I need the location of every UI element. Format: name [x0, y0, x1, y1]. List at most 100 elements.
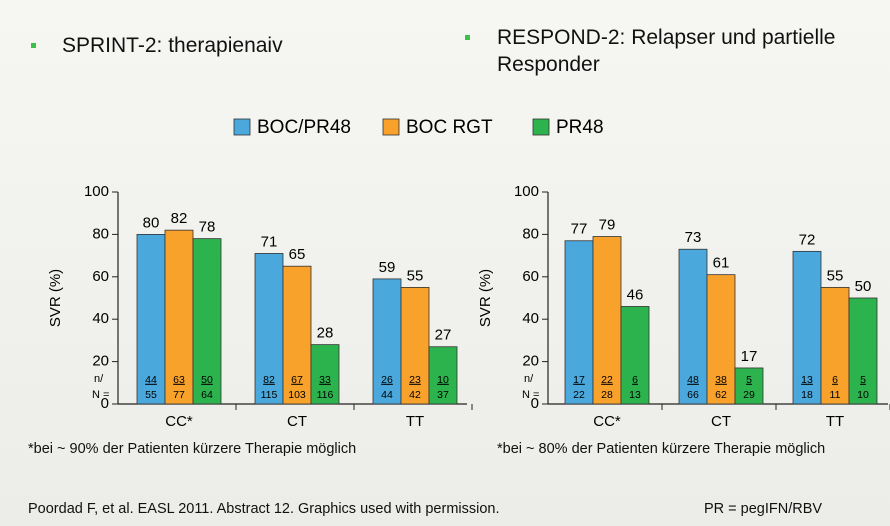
- x-tick-label: CC*: [165, 413, 193, 430]
- x-tick-label: TT: [826, 413, 844, 430]
- N-count: 115: [261, 389, 278, 401]
- x-tick-label: CT: [287, 413, 307, 430]
- n-count: 44: [145, 374, 157, 386]
- N-count: 55: [145, 389, 157, 401]
- value-label: 61: [713, 255, 730, 272]
- N-count: 13: [629, 389, 641, 401]
- n-count: 22: [601, 374, 613, 386]
- N-count: 103: [288, 389, 306, 401]
- y-axis-label: SVR (%): [47, 269, 64, 327]
- value-label: 77: [571, 221, 588, 238]
- n-count: 6: [632, 374, 638, 386]
- y-tick-label: 40: [522, 310, 539, 327]
- legend-swatch: [382, 118, 400, 136]
- value-label: 78: [199, 219, 216, 236]
- N-count: 10: [857, 389, 869, 401]
- value-label: 82: [171, 210, 188, 227]
- chart-title: RESPOND-2: Relapser und partielle Respon…: [497, 26, 836, 76]
- bar: [706, 274, 736, 405]
- bar: [400, 286, 430, 405]
- bar: [428, 346, 458, 405]
- legend-swatch: [532, 118, 550, 136]
- n-count: 50: [201, 374, 213, 386]
- bar: [848, 297, 878, 405]
- N-count: 37: [437, 389, 449, 401]
- legend-label: PR48: [556, 117, 604, 138]
- N-label: N =: [92, 389, 109, 401]
- n-count: 38: [715, 374, 727, 386]
- n-label: n/: [524, 373, 534, 385]
- n-count: 33: [319, 374, 331, 386]
- y-tick-label: 80: [522, 225, 539, 242]
- bar: [164, 229, 194, 405]
- y-axis-label: SVR (%): [477, 269, 494, 327]
- n-count: 10: [437, 374, 449, 386]
- bar: [372, 278, 402, 405]
- y-tick-label: 100: [514, 183, 539, 200]
- bar: [310, 344, 340, 405]
- value-label: 27: [435, 327, 452, 344]
- value-label: 79: [599, 216, 616, 233]
- N-count: 11: [830, 389, 841, 401]
- y-tick-label: 100: [84, 183, 109, 200]
- n-count: 5: [860, 374, 866, 386]
- n-count: 48: [687, 374, 699, 386]
- N-count: 22: [573, 389, 585, 401]
- legend-label: BOC RGT: [406, 117, 493, 138]
- value-label: 46: [627, 286, 644, 303]
- N-count: 64: [201, 389, 213, 401]
- N-count: 116: [317, 389, 334, 401]
- n-count: 82: [263, 374, 275, 386]
- bullet: [31, 43, 36, 48]
- y-tick-label: 80: [92, 225, 109, 242]
- y-tick-label: 0: [101, 395, 109, 412]
- n-count: 6: [832, 374, 838, 386]
- value-label: 28: [317, 325, 334, 342]
- value-label: 17: [741, 348, 758, 365]
- bullet: [465, 35, 470, 40]
- n-label: n/: [94, 373, 104, 385]
- note: *bei ~ 90% der Patienten kürzere Therapi…: [28, 441, 357, 457]
- x-tick-label: CC*: [593, 413, 621, 430]
- value-label: 71: [261, 233, 278, 250]
- citation: Poordad F, et al. EASL 2011. Abstract 12…: [28, 501, 500, 517]
- bar: [192, 238, 222, 405]
- legend-swatch: [233, 118, 251, 136]
- value-label: 55: [407, 267, 424, 284]
- N-count: 44: [381, 389, 393, 401]
- bar: [282, 265, 312, 405]
- n-count: 17: [573, 374, 585, 386]
- y-tick-label: 20: [522, 353, 539, 370]
- note: *bei ~ 80% der Patienten kürzere Therapi…: [497, 441, 826, 457]
- y-tick-label: 60: [92, 268, 109, 285]
- bar: [620, 306, 650, 405]
- n-count: 23: [409, 374, 421, 386]
- bar: [592, 236, 622, 405]
- value-label: 59: [379, 259, 396, 276]
- bar: [678, 248, 708, 405]
- N-label: N =: [522, 389, 539, 401]
- y-tick-label: 0: [531, 395, 539, 412]
- value-label: 50: [855, 278, 872, 295]
- value-label: 65: [289, 246, 306, 263]
- n-count: 67: [291, 374, 303, 386]
- value-label: 73: [685, 229, 702, 246]
- N-count: 28: [601, 389, 613, 401]
- value-label: 80: [143, 214, 160, 231]
- bar: [734, 367, 764, 405]
- N-count: 29: [743, 389, 755, 401]
- footnote: PR = pegIFN/RBV: [704, 501, 823, 517]
- n-count: 63: [173, 374, 185, 386]
- y-tick-label: 40: [92, 310, 109, 327]
- bar: [564, 240, 594, 405]
- N-count: 62: [715, 389, 727, 401]
- legend-label: BOC/PR48: [257, 117, 351, 138]
- N-count: 18: [801, 389, 813, 401]
- N-count: 77: [173, 389, 185, 401]
- N-count: 66: [687, 389, 699, 401]
- x-tick-label: CT: [711, 413, 731, 430]
- bar: [820, 286, 850, 405]
- bar: [254, 253, 284, 405]
